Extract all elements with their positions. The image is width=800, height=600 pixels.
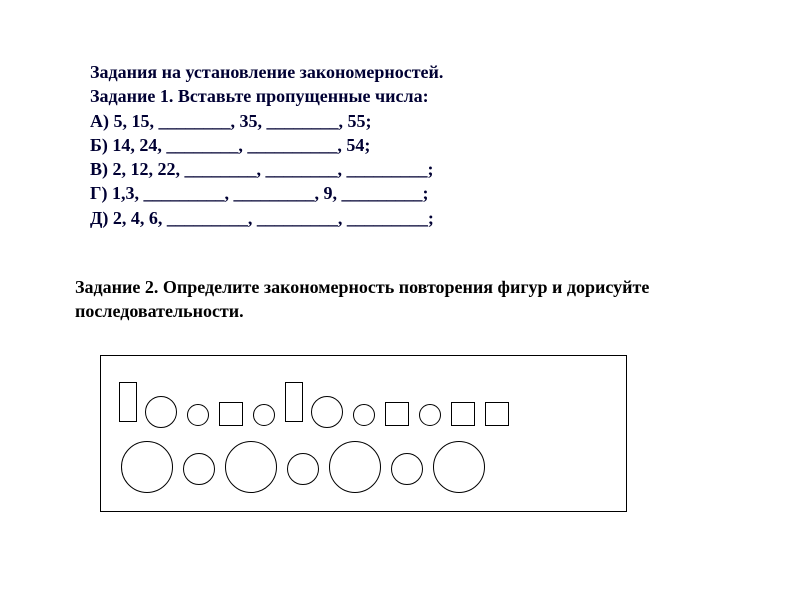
task1-line-b: Б) 14, 24, ________, __________, 54;: [90, 133, 443, 157]
task1-block: Задания на установление закономерностей.…: [90, 60, 443, 230]
shape-rect: [385, 402, 409, 426]
task1-line-d: Г) 1,3, _________, _________, 9, _______…: [90, 181, 443, 205]
shape-circle: [225, 441, 277, 493]
shape-circle: [353, 404, 375, 426]
shape-circle: [145, 396, 177, 428]
shape-circle: [183, 453, 215, 485]
shape-circle: [433, 441, 485, 493]
shapes-row-1: [101, 374, 626, 429]
shape-circle: [287, 453, 319, 485]
shape-rect: [285, 382, 303, 422]
shape-circle: [329, 441, 381, 493]
task2-line1: Задание 2. Определите закономерность пов…: [75, 275, 649, 299]
shape-circle: [187, 404, 209, 426]
task2-block: Задание 2. Определите закономерность пов…: [75, 275, 649, 324]
task1-title: Задания на установление закономерностей.: [90, 60, 443, 84]
task1-line-a: А) 5, 15, ________, 35, ________, 55;: [90, 109, 443, 133]
shapes-box: [100, 355, 627, 512]
task1-subtitle: Задание 1. Вставьте пропущенные числа:: [90, 84, 443, 108]
shapes-row-2: [101, 431, 626, 501]
shape-rect: [119, 382, 137, 422]
task1-line-e: Д) 2, 4, 6, _________, _________, ______…: [90, 206, 443, 230]
shape-rect: [451, 402, 475, 426]
shape-circle: [311, 396, 343, 428]
shape-circle: [419, 404, 441, 426]
shape-rect: [219, 402, 243, 426]
shape-circle: [121, 441, 173, 493]
task1-line-c: В) 2, 12, 22, ________, ________, ______…: [90, 157, 443, 181]
shape-circle: [391, 453, 423, 485]
shape-rect: [485, 402, 509, 426]
task2-line2: последовательности.: [75, 299, 649, 323]
shape-circle: [253, 404, 275, 426]
